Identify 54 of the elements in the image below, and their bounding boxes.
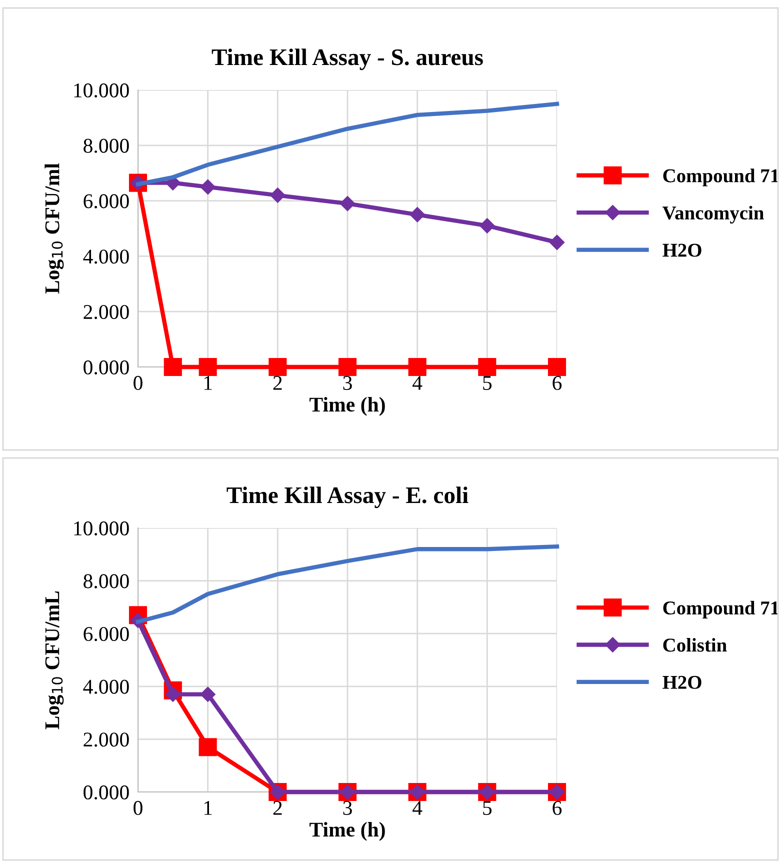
point: [200, 179, 216, 195]
chart-title: Time Kill Assay - E. coli: [226, 486, 468, 508]
y-tick-label: 8.000: [84, 574, 129, 588]
point: [270, 188, 286, 203]
y-tick-label: 0.000: [84, 785, 129, 800]
point: [340, 196, 356, 212]
x-tick-label: 1: [204, 376, 212, 390]
point: [480, 218, 495, 234]
y-tick-label: 6.000: [84, 626, 129, 642]
point: [268, 358, 287, 376]
x-tick-label: 2: [273, 800, 282, 815]
x-tick-label: 4: [412, 376, 422, 390]
x-axis-title: Time (h): [310, 822, 385, 841]
y-tick-label: 10.000: [74, 83, 129, 98]
y-tick-label: 6.000: [84, 194, 129, 208]
y-tick-label: 0.000: [84, 360, 129, 375]
point: [165, 686, 180, 702]
x-tick-label: 3: [343, 800, 352, 815]
y-tick-label: 2.000: [84, 732, 129, 747]
x-tick-label: 6: [552, 376, 562, 390]
legend-label: H2O: [662, 244, 702, 257]
point: [548, 358, 566, 376]
x-tick-label: 1: [204, 801, 212, 815]
y-tick-label: 4.000: [83, 250, 129, 264]
point: [549, 234, 565, 250]
x-tick-label: 2: [273, 376, 282, 390]
y-axis-title: Log$_{10}$ CFU/mL: [45, 591, 64, 730]
legend-label: H2O: [662, 676, 702, 689]
y-tick-label: 10.000: [74, 521, 129, 536]
point: [410, 207, 425, 222]
x-tick-label: 0: [134, 376, 142, 390]
x-tick-label: 6: [552, 800, 562, 815]
y-tick-label: 4.000: [83, 680, 129, 694]
x-tick-label: 4: [412, 801, 422, 815]
point: [198, 358, 217, 376]
legend-label: Compound 71: [663, 600, 779, 618]
y-axis-title: Log$_{10}$ CFU/ml: [44, 163, 64, 294]
point: [478, 358, 496, 376]
point: [164, 358, 182, 376]
point: [338, 358, 357, 376]
legend-label: Vancomycin: [662, 206, 764, 224]
x-tick-label: 5: [483, 801, 492, 815]
x-tick-label: 5: [483, 376, 492, 390]
point: [200, 686, 216, 702]
point: [408, 358, 426, 376]
x-axis-title: Time (h): [310, 397, 385, 416]
y-tick-label: 2.000: [84, 304, 129, 320]
legend-label: Compound 71: [663, 168, 779, 186]
point: [198, 738, 217, 756]
y-tick-label: 8.000: [84, 138, 129, 153]
x-tick-label: 3: [343, 376, 352, 390]
x-tick-label: 0: [134, 800, 142, 815]
chart-title: Time Kill Assay - S. aureus: [212, 48, 483, 70]
legend-label: Colistin: [663, 638, 727, 652]
